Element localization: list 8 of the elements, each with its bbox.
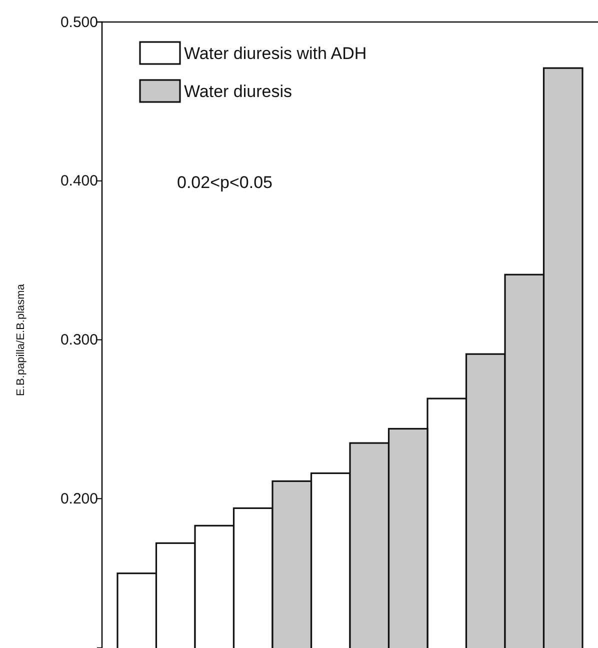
legend-label: Water diuresis with ADH [184,44,367,63]
annotation: 0.02<p<0.05 [177,173,272,192]
y-tick-label: 0.200 [60,490,98,508]
y-tick-label: 0.400 [60,172,98,190]
y-tick-label: 0.300 [60,332,98,349]
y-tick-label: 0.500 [60,14,98,31]
y-axis-title: E.B.papilla/E.B.plasma [15,283,27,396]
legend-label: Water diuresis [184,82,292,101]
